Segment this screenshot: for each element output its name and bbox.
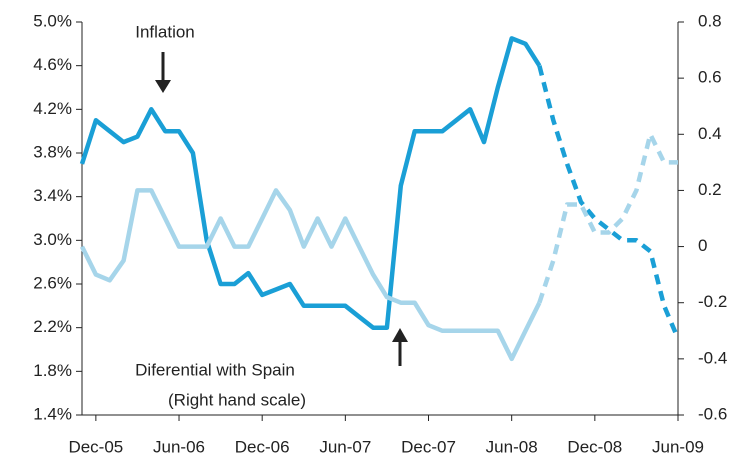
- x-tick-label: Dec-07: [401, 437, 456, 456]
- x-tick-label: Jun-06: [153, 437, 205, 456]
- y-tick-label: 3.0%: [33, 230, 72, 249]
- x-tick-label: Dec-08: [567, 437, 622, 456]
- y-tick-label: 2.2%: [33, 317, 72, 336]
- y-tick-label: 3.8%: [33, 142, 72, 161]
- y2-tick-label: 0.2: [698, 180, 722, 199]
- x-tick-label: Dec-06: [235, 437, 290, 456]
- annotation: Inflation: [135, 22, 195, 41]
- arrow-head: [392, 328, 408, 342]
- y-tick-label: 3.4%: [33, 186, 72, 205]
- line-series: [79, 36, 542, 330]
- y2-tick-label: 0.8: [698, 11, 722, 30]
- x-tick-label: Dec-05: [68, 437, 123, 456]
- annotation: (Right hand scale): [168, 390, 306, 409]
- y-tick-label: 2.6%: [33, 273, 72, 292]
- y-tick-label: 4.6%: [33, 55, 72, 74]
- arrow-head: [155, 80, 171, 93]
- y-tick-label: 1.4%: [33, 404, 72, 423]
- y2-tick-label: -0.6: [698, 404, 727, 423]
- y2-tick-label: -0.2: [698, 292, 727, 311]
- y2-tick-label: 0: [698, 236, 707, 255]
- x-tick-label: Jun-08: [486, 437, 538, 456]
- line-series: [79, 188, 542, 362]
- x-tick-label: Jun-09: [652, 437, 704, 456]
- y2-tick-label: 0.4: [698, 124, 722, 143]
- y-tick-label: 1.8%: [33, 361, 72, 380]
- y2-tick-label: -0.4: [698, 348, 727, 367]
- annotation: Diferential with Spain: [135, 360, 295, 379]
- x-tick-label: Jun-07: [319, 437, 371, 456]
- line-series: [537, 132, 678, 304]
- y-tick-label: 4.2%: [33, 99, 72, 118]
- y-tick-label: 5.0%: [33, 11, 72, 30]
- line-series: [537, 65, 681, 340]
- y2-tick-label: 0.6: [698, 68, 722, 87]
